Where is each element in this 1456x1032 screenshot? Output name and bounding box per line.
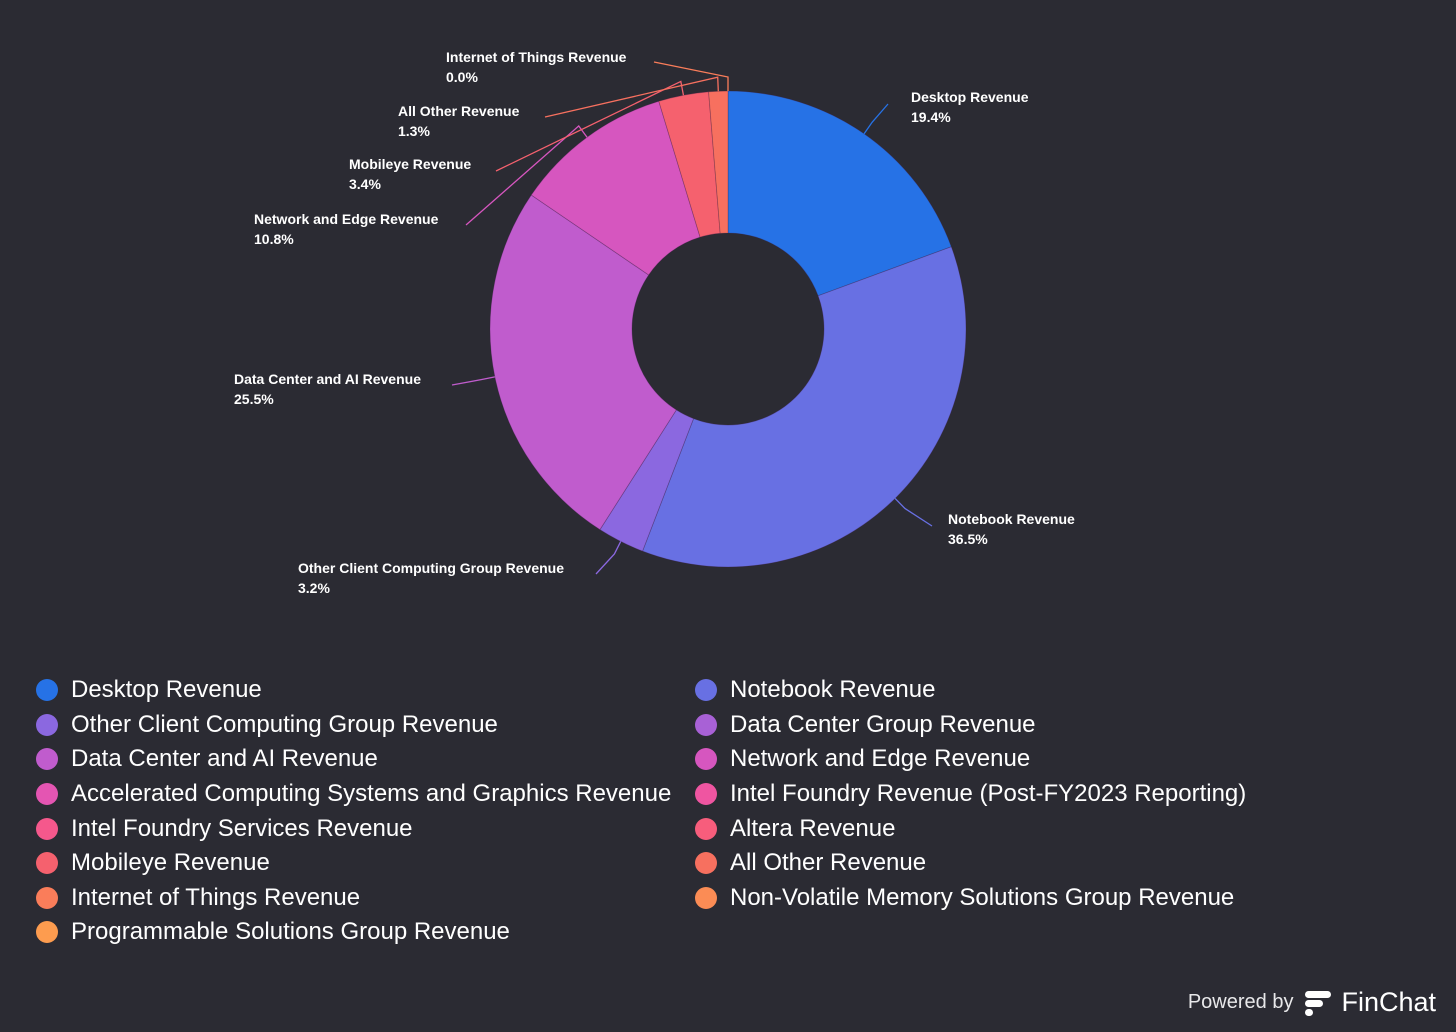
- legend-label: Altera Revenue: [730, 814, 896, 842]
- callout-value-network-and-edge-revenue: 10.8%: [254, 231, 294, 247]
- legend-swatch: [36, 921, 58, 944]
- leader-line-all-other-revenue: [544, 76, 719, 118]
- legend-label: Accelerated Computing Systems and Graphi…: [71, 780, 672, 808]
- legend-swatch: [36, 852, 58, 875]
- callout-value-data-center-and-ai-revenue: 25.5%: [234, 391, 274, 407]
- legend-swatch: [36, 748, 58, 771]
- legend-swatch: [36, 886, 58, 909]
- legend-swatch: [36, 679, 58, 702]
- legend-label: Data Center and AI Revenue: [71, 745, 378, 773]
- legend-item-accelerated-computing-systems-and-graphics-revenue[interactable]: Accelerated Computing Systems and Graphi…: [36, 777, 695, 812]
- footer: Powered by FinChat: [1188, 987, 1436, 1018]
- legend-swatch: [695, 886, 717, 909]
- legend-label: Desktop Revenue: [71, 676, 262, 704]
- legend-swatch: [36, 713, 58, 736]
- legend-swatch: [695, 817, 717, 840]
- legend-label: Intel Foundry Services Revenue: [71, 814, 413, 842]
- finchat-logo-icon: [1305, 990, 1332, 1016]
- legend-label: Notebook Revenue: [730, 676, 936, 704]
- callout-label-other-client-computing-group-revenue: Other Client Computing Group Revenue: [298, 560, 564, 576]
- legend-item-programmable-solutions-group-revenue[interactable]: Programmable Solutions Group Revenue: [36, 915, 695, 950]
- leader-line-desktop-revenue: [863, 103, 889, 135]
- leader-line-data-center-and-ai-revenue: [451, 376, 495, 386]
- callout-value-all-other-revenue: 1.3%: [398, 123, 430, 139]
- leader-line-network-and-edge-revenue: [465, 125, 588, 226]
- donut-chart: Desktop Revenue 19.4% Notebook Revenue 36.5…: [234, 49, 1075, 596]
- callout-value-internet-of-things-revenue: 0.0%: [446, 69, 478, 85]
- legend-item-other-client-computing-group-revenue[interactable]: Other Client Computing Group Revenue: [36, 708, 695, 743]
- powered-by-text: Powered by: [1187, 991, 1294, 1013]
- legend-item-mobileye-revenue[interactable]: Mobileye Revenue: [36, 846, 695, 881]
- leader-line-other-client-computing-group-revenue: [595, 541, 622, 575]
- leader-line-mobileye-revenue: [495, 80, 685, 172]
- legend-swatch: [36, 783, 58, 806]
- legend-swatch: [695, 852, 717, 875]
- callout-value-desktop-revenue: 19.4%: [911, 109, 951, 125]
- callout-value-notebook-revenue: 36.5%: [948, 531, 988, 547]
- callout-label-notebook-revenue: Notebook Revenue: [948, 511, 1075, 527]
- slice-data-center-and-ai-revenue[interactable]: [489, 194, 677, 531]
- legend-item-data-center-and-ai-revenue[interactable]: Data Center and AI Revenue: [36, 742, 695, 777]
- callout-label-data-center-and-ai-revenue: Data Center and AI Revenue: [234, 371, 421, 387]
- legend-swatch: [36, 817, 58, 840]
- legend-label: Mobileye Revenue: [71, 849, 270, 877]
- legend-item-non-volatile-memory-solutions-group-revenue[interactable]: Non-Volatile Memory Solutions Group Reve…: [695, 881, 1395, 916]
- legend-item-internet-of-things-revenue[interactable]: Internet of Things Revenue: [36, 881, 695, 916]
- legend-item-desktop-revenue[interactable]: Desktop Revenue: [36, 673, 695, 708]
- legend-swatch: [695, 679, 717, 702]
- callout-label-internet-of-things-revenue: Internet of Things Revenue: [446, 49, 627, 65]
- legend-label: All Other Revenue: [730, 849, 927, 877]
- legend-item-notebook-revenue[interactable]: Notebook Revenue: [695, 673, 1395, 708]
- legend-label: Programmable Solutions Group Revenue: [71, 918, 510, 946]
- callout-value-other-client-computing-group-revenue: 3.2%: [298, 580, 330, 596]
- callout-label-desktop-revenue: Desktop Revenue: [911, 89, 1029, 105]
- legend-label: Data Center Group Revenue: [730, 710, 1036, 738]
- callout-label-network-and-edge-revenue: Network and Edge Revenue: [254, 211, 439, 227]
- slice-all-other-revenue[interactable]: [708, 90, 729, 234]
- slice-network-and-edge-revenue[interactable]: [530, 100, 701, 276]
- chart-legend: Desktop Revenue Notebook Revenue Other Cli…: [36, 673, 1436, 950]
- callout-value-mobileye-revenue: 3.4%: [349, 176, 381, 192]
- legend-item-all-other-revenue[interactable]: All Other Revenue: [695, 846, 1395, 881]
- legend-item-altera-revenue[interactable]: Altera Revenue: [695, 811, 1395, 846]
- legend-swatch: [695, 713, 717, 736]
- legend-item-intel-foundry-services-revenue[interactable]: Intel Foundry Services Revenue: [36, 811, 695, 846]
- legend-label: Intel Foundry Revenue (Post-FY2023 Repor…: [730, 780, 1247, 808]
- legend-item-intel-foundry-revenue-post-fy2023-reporting[interactable]: Intel Foundry Revenue (Post-FY2023 Repor…: [695, 777, 1395, 812]
- legend-item-data-center-group-revenue[interactable]: Data Center Group Revenue: [695, 708, 1395, 743]
- leader-line-notebook-revenue: [894, 498, 933, 527]
- leader-line-internet-of-things-revenue: [653, 61, 729, 91]
- slice-notebook-revenue[interactable]: [642, 246, 967, 568]
- legend-item-network-and-edge-revenue[interactable]: Network and Edge Revenue: [695, 742, 1395, 777]
- callout-label-mobileye-revenue: Mobileye Revenue: [349, 156, 471, 172]
- legend-label: Non-Volatile Memory Solutions Group Reve…: [730, 883, 1235, 911]
- legend-label: Other Client Computing Group Revenue: [71, 710, 498, 738]
- legend-label: Network and Edge Revenue: [730, 745, 1031, 773]
- finchat-brand-name: FinChat: [1341, 987, 1436, 1017]
- slice-mobileye-revenue[interactable]: [658, 91, 721, 238]
- callout-label-all-other-revenue: All Other Revenue: [398, 103, 520, 119]
- legend-label: Internet of Things Revenue: [71, 883, 361, 911]
- legend-swatch: [695, 748, 717, 771]
- legend-swatch: [695, 783, 717, 806]
- slice-desktop-revenue[interactable]: [727, 90, 952, 297]
